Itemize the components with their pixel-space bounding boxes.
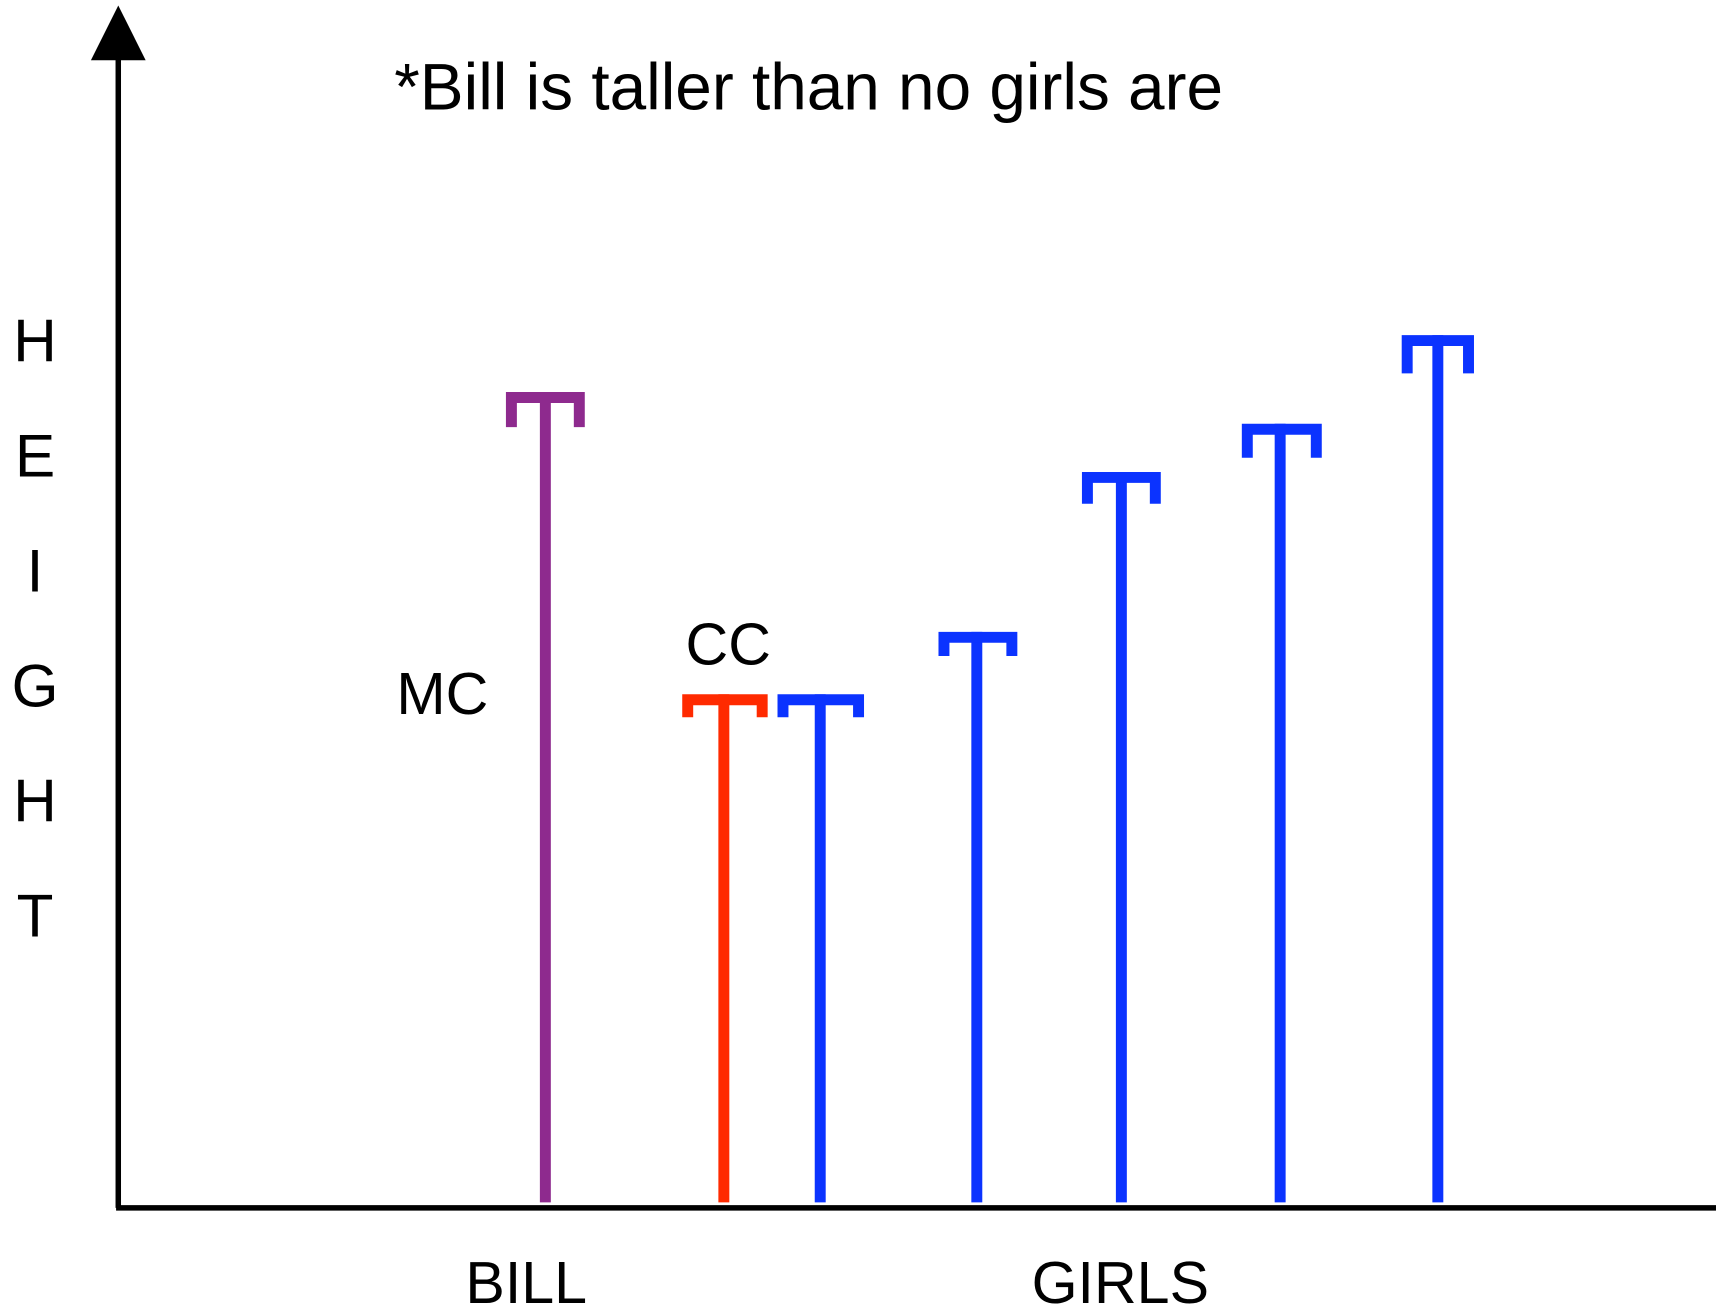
y-axis-arrow — [90, 5, 146, 61]
title: *Bill is taller than no girls are — [394, 51, 1223, 124]
marker-label: MC — [396, 660, 488, 727]
height-cap — [505, 392, 585, 428]
y-axis-letter: I — [27, 536, 44, 604]
y-axis-letter: T — [17, 881, 54, 949]
marker-label: CC — [686, 611, 771, 678]
x-axis-label: GIRLS — [1032, 1249, 1209, 1313]
height-cap — [1401, 335, 1474, 374]
y-axis-letter: H — [13, 306, 57, 374]
y-axis-letter: H — [13, 766, 57, 834]
y-axis-letter: E — [15, 421, 55, 489]
height-cap — [682, 694, 768, 718]
height-cap — [777, 694, 865, 718]
height-cap — [938, 631, 1018, 656]
y-axis-letter: G — [12, 651, 59, 719]
height-cap — [1241, 423, 1322, 458]
height-cap — [1081, 471, 1161, 504]
x-axis-label: BILL — [465, 1249, 587, 1313]
